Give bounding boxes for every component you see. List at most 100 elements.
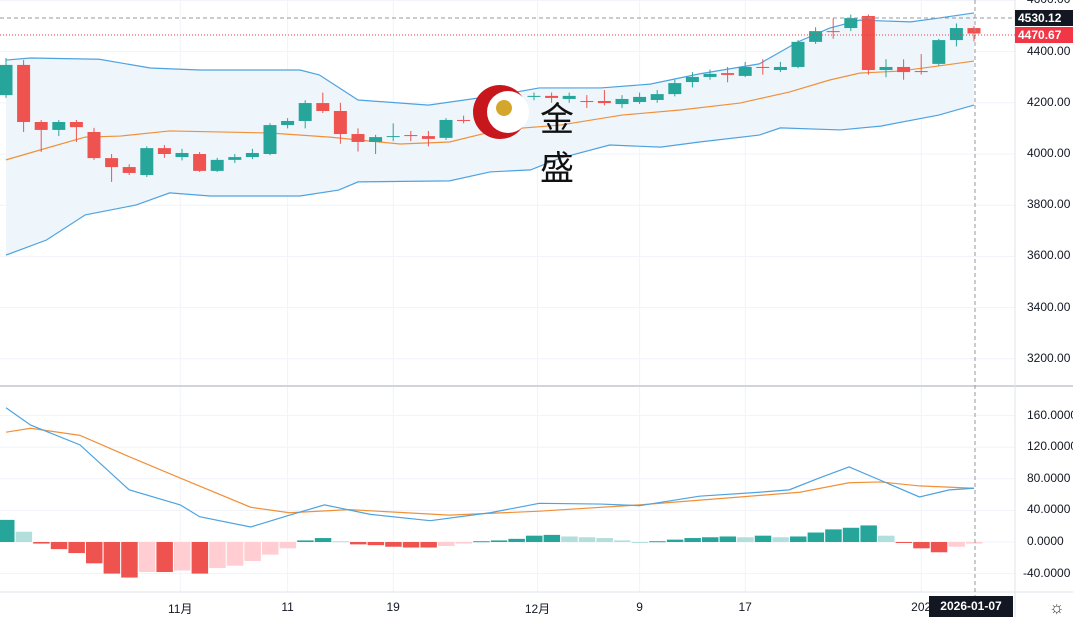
macd-histogram-bar bbox=[156, 542, 173, 573]
macd-histogram-bar bbox=[966, 542, 983, 544]
macd-histogram-bar bbox=[807, 532, 825, 542]
macd-histogram-bar bbox=[561, 536, 578, 542]
macd-histogram-bar bbox=[121, 542, 138, 578]
macd-histogram-bar bbox=[719, 536, 737, 542]
candle-body bbox=[439, 119, 453, 138]
macd-histogram-bar bbox=[103, 542, 121, 574]
candle-body bbox=[861, 16, 875, 71]
macd-histogram-bar bbox=[279, 542, 297, 549]
candle-body bbox=[105, 158, 119, 168]
candle-body bbox=[34, 122, 48, 130]
macd-signal-line bbox=[5, 427, 975, 516]
macd-line bbox=[5, 407, 975, 528]
candle-body bbox=[122, 167, 136, 173]
candle-body bbox=[580, 101, 594, 103]
macd-axis-label: 0.0000 bbox=[1027, 534, 1064, 548]
macd-histogram-bar bbox=[209, 542, 226, 569]
macd-histogram-bar bbox=[297, 540, 314, 542]
time-axis-label: 202 bbox=[911, 600, 932, 614]
macd-histogram-bar bbox=[666, 539, 684, 542]
candle-body bbox=[738, 66, 752, 76]
candle-body bbox=[721, 73, 735, 75]
candle-body bbox=[69, 122, 83, 128]
logo-emblem-icon bbox=[473, 85, 529, 139]
watermark-logo: 金 盛 bbox=[470, 82, 650, 189]
candle-body bbox=[668, 83, 682, 95]
macd-histogram-bar bbox=[314, 538, 332, 542]
candle-body bbox=[52, 122, 66, 130]
candle-body bbox=[157, 148, 171, 154]
macd-histogram-bar bbox=[614, 540, 631, 542]
crosshair-price-tag: 4530.12 bbox=[1015, 10, 1073, 26]
macd-histogram-bar bbox=[68, 542, 85, 554]
macd-axis-label: 160.0000 bbox=[1027, 407, 1073, 422]
candle-body bbox=[298, 103, 312, 121]
gear-icon[interactable]: ☼ bbox=[1049, 598, 1065, 617]
bollinger-lower-line bbox=[5, 104, 975, 256]
candle-body bbox=[545, 95, 559, 98]
macd-histogram-bar bbox=[631, 542, 649, 543]
macd-axis-label: 80.0000 bbox=[1027, 470, 1071, 485]
candle-body bbox=[228, 157, 242, 160]
candle-body bbox=[685, 76, 699, 83]
candle-body bbox=[949, 28, 963, 41]
macd-histogram-bar bbox=[385, 542, 402, 547]
macd-histogram-bar bbox=[842, 527, 860, 542]
macd-histogram-bar bbox=[578, 537, 596, 542]
candle-body bbox=[703, 73, 717, 77]
candle-body bbox=[245, 152, 259, 158]
candle-body bbox=[562, 95, 576, 99]
price-axis-label: 3200.00 bbox=[1027, 350, 1071, 365]
candle-body bbox=[914, 71, 928, 73]
macd-histogram-bar bbox=[50, 542, 68, 550]
candle-body bbox=[615, 98, 629, 105]
macd-histogram-bar bbox=[737, 537, 754, 542]
candle-body bbox=[17, 64, 31, 122]
candle-body bbox=[967, 28, 981, 34]
candle-body bbox=[457, 119, 471, 121]
macd-axis-label: -40.0000 bbox=[1023, 565, 1071, 580]
candle-body bbox=[650, 94, 664, 100]
candle-body bbox=[527, 95, 541, 97]
price-axis-label: 3600.00 bbox=[1027, 248, 1071, 263]
macd-axis-label: 40.0000 bbox=[1027, 502, 1071, 517]
macd-histogram-bar bbox=[790, 536, 807, 542]
macd-histogram-bar bbox=[332, 541, 349, 543]
time-axis-label: 11月 bbox=[168, 602, 193, 616]
macd-histogram-bar bbox=[262, 542, 279, 555]
macd-histogram-bar bbox=[174, 542, 191, 571]
time-axis-label: 17 bbox=[738, 600, 752, 614]
macd-histogram-bar bbox=[350, 542, 367, 545]
candle-body bbox=[386, 136, 400, 138]
macd-histogram-bar bbox=[138, 542, 156, 573]
macd-histogram-bar bbox=[15, 531, 33, 542]
macd-histogram-bar bbox=[684, 538, 701, 542]
macd-histogram-bar bbox=[455, 542, 473, 544]
macd-histogram-bar bbox=[895, 542, 913, 543]
time-axis-label: 12月 bbox=[524, 602, 551, 616]
price-axis-label: 4000.00 bbox=[1027, 146, 1071, 160]
candle-body bbox=[175, 152, 189, 158]
macd-histogram-bar bbox=[420, 542, 437, 548]
macd-histogram-bar bbox=[490, 540, 508, 542]
macd-axis-label: 120.0000 bbox=[1027, 439, 1073, 454]
candle-body bbox=[0, 64, 13, 96]
macd-histogram-bar bbox=[508, 538, 525, 542]
candle-body bbox=[333, 110, 347, 135]
macd-histogram-bar bbox=[0, 519, 15, 542]
crosshair-date-tag: 2026-01-07 bbox=[929, 596, 1013, 617]
macd-histogram-bar bbox=[825, 529, 842, 542]
candle-body bbox=[404, 135, 418, 137]
candle-body bbox=[809, 31, 823, 42]
macd-histogram-bar bbox=[473, 541, 490, 543]
candle-body bbox=[281, 120, 295, 126]
macd-histogram-bar bbox=[33, 542, 50, 544]
candle-body bbox=[633, 96, 647, 103]
macd-histogram-bar bbox=[191, 542, 209, 574]
macd-histogram-bar bbox=[526, 535, 543, 542]
candle-body bbox=[421, 136, 435, 139]
macd-histogram-bar bbox=[596, 538, 613, 542]
macd-histogram-bar bbox=[438, 542, 455, 546]
macd-histogram-bar bbox=[948, 542, 965, 547]
candle-body bbox=[932, 40, 946, 64]
